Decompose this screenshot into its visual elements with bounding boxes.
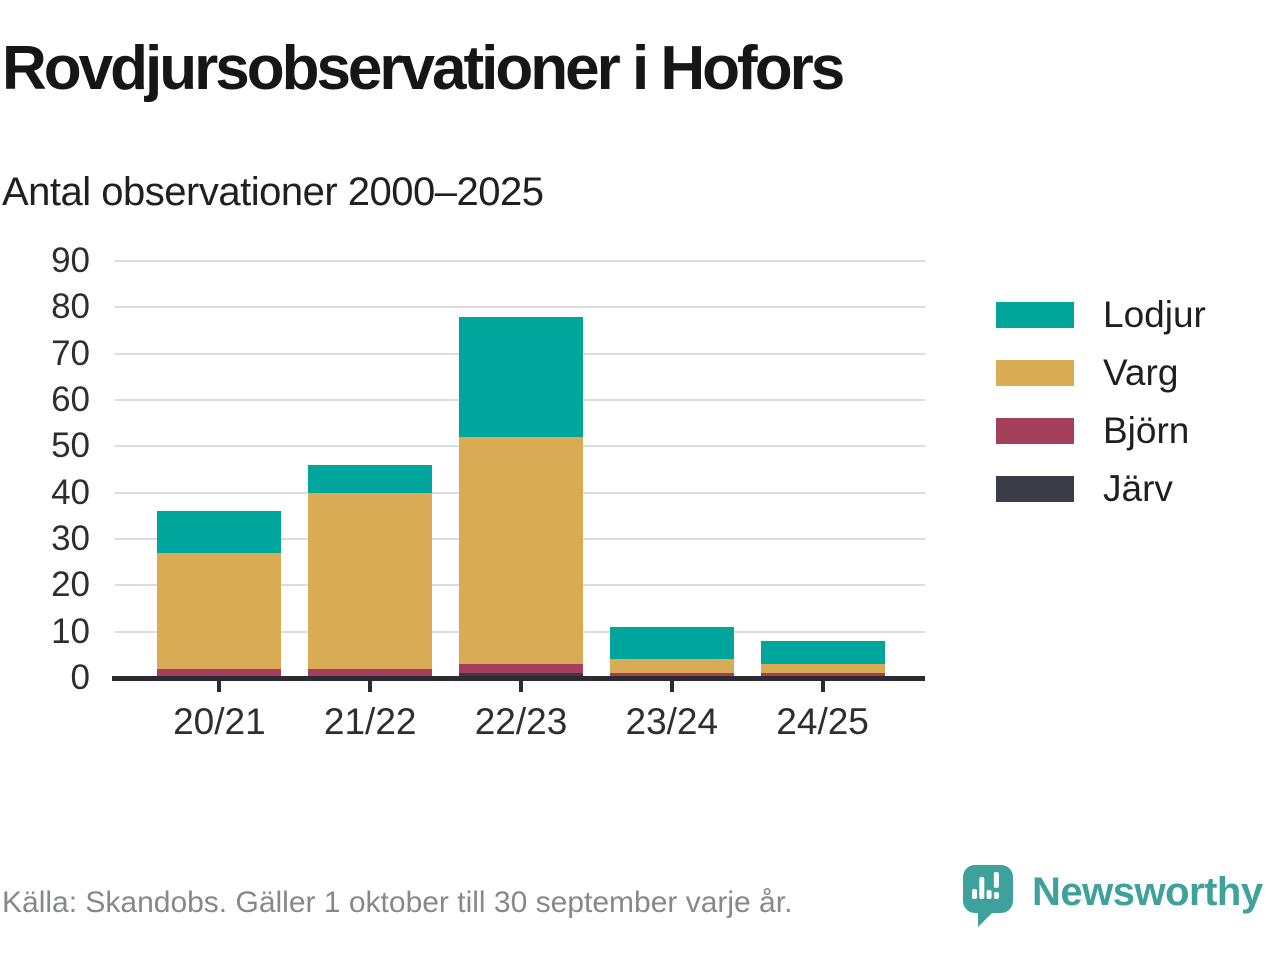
bar-segment-varg-22/23 — [459, 437, 583, 665]
legend-swatch-björn — [996, 418, 1074, 444]
x-axis-tick — [217, 681, 222, 692]
bar-segment-järv-22/23 — [459, 673, 583, 678]
bar-segment-björn-20/21 — [157, 668, 282, 678]
legend-item-varg: Varg — [996, 352, 1206, 393]
bar-segment-björn-21/22 — [308, 668, 433, 678]
bar-segment-björn-24/25 — [760, 673, 885, 678]
bar-segment-varg-21/22 — [308, 492, 433, 669]
legend-label-järv: Järv — [1103, 468, 1173, 509]
y-axis-label: 10 — [51, 611, 90, 651]
bar-segment-lodjur-23/24 — [609, 627, 734, 660]
x-axis-tick — [519, 681, 523, 692]
legend-item-björn: Björn — [996, 410, 1206, 451]
bar-segment-björn-23/24 — [609, 673, 734, 678]
y-axis-label: 50 — [51, 426, 90, 466]
legend-swatch-järv — [996, 476, 1074, 502]
y-axis-label: 40 — [51, 472, 90, 512]
source-note: Källa: Skandobs. Gäller 1 oktober till 3… — [2, 886, 793, 919]
y-axis-label: 30 — [51, 519, 90, 558]
brand-name: Newsworthy — [1032, 870, 1263, 914]
legend-item-järv: Järv — [996, 468, 1206, 509]
legend-label-lodjur: Lodjur — [1103, 294, 1206, 335]
x-axis-tick — [669, 681, 674, 692]
x-axis-label: 23/24 — [625, 701, 719, 742]
x-axis-tick — [820, 681, 825, 692]
chart-title: Rovdjursobservationer i Hofors — [2, 34, 845, 103]
chart-legend: Lodjur Varg Björn Järv — [996, 294, 1206, 528]
x-axis-label: 22/23 — [474, 701, 568, 742]
legend-swatch-lodjur — [996, 302, 1074, 328]
bar-segment-varg-23/24 — [609, 659, 734, 674]
x-axis-tick — [368, 681, 373, 692]
x-axis-label: 24/25 — [776, 701, 869, 742]
gridline-y-90 — [115, 260, 925, 262]
newsworthy-logo-icon — [963, 865, 1013, 927]
legend-label-björn: Björn — [1103, 410, 1190, 451]
bar-segment-varg-20/21 — [157, 552, 282, 669]
y-axis-label: 60 — [51, 380, 90, 419]
y-axis-label: 20 — [51, 565, 90, 605]
chart-subtitle: Antal observationer 2000–2025 — [2, 170, 544, 214]
y-axis-label: 70 — [51, 333, 90, 373]
legend-item-lodjur: Lodjur — [996, 294, 1206, 335]
bar-segment-björn-22/23 — [459, 664, 583, 674]
legend-swatch-varg — [996, 360, 1074, 386]
gridline-y-80 — [115, 306, 925, 309]
bar-segment-lodjur-21/22 — [308, 464, 433, 493]
x-axis-line — [112, 676, 925, 681]
bar-segment-lodjur-24/25 — [760, 640, 885, 665]
bar-segment-lodjur-20/21 — [157, 511, 282, 553]
x-axis-label: 20/21 — [173, 701, 266, 742]
bar-segment-varg-24/25 — [760, 664, 885, 674]
y-axis-label: 0 — [70, 658, 90, 697]
bar-segment-lodjur-22/23 — [459, 316, 583, 438]
x-axis-label: 21/22 — [323, 701, 417, 742]
y-axis-label: 80 — [51, 287, 90, 327]
y-axis-label: 90 — [51, 241, 90, 280]
legend-label-varg: Varg — [1103, 352, 1179, 393]
